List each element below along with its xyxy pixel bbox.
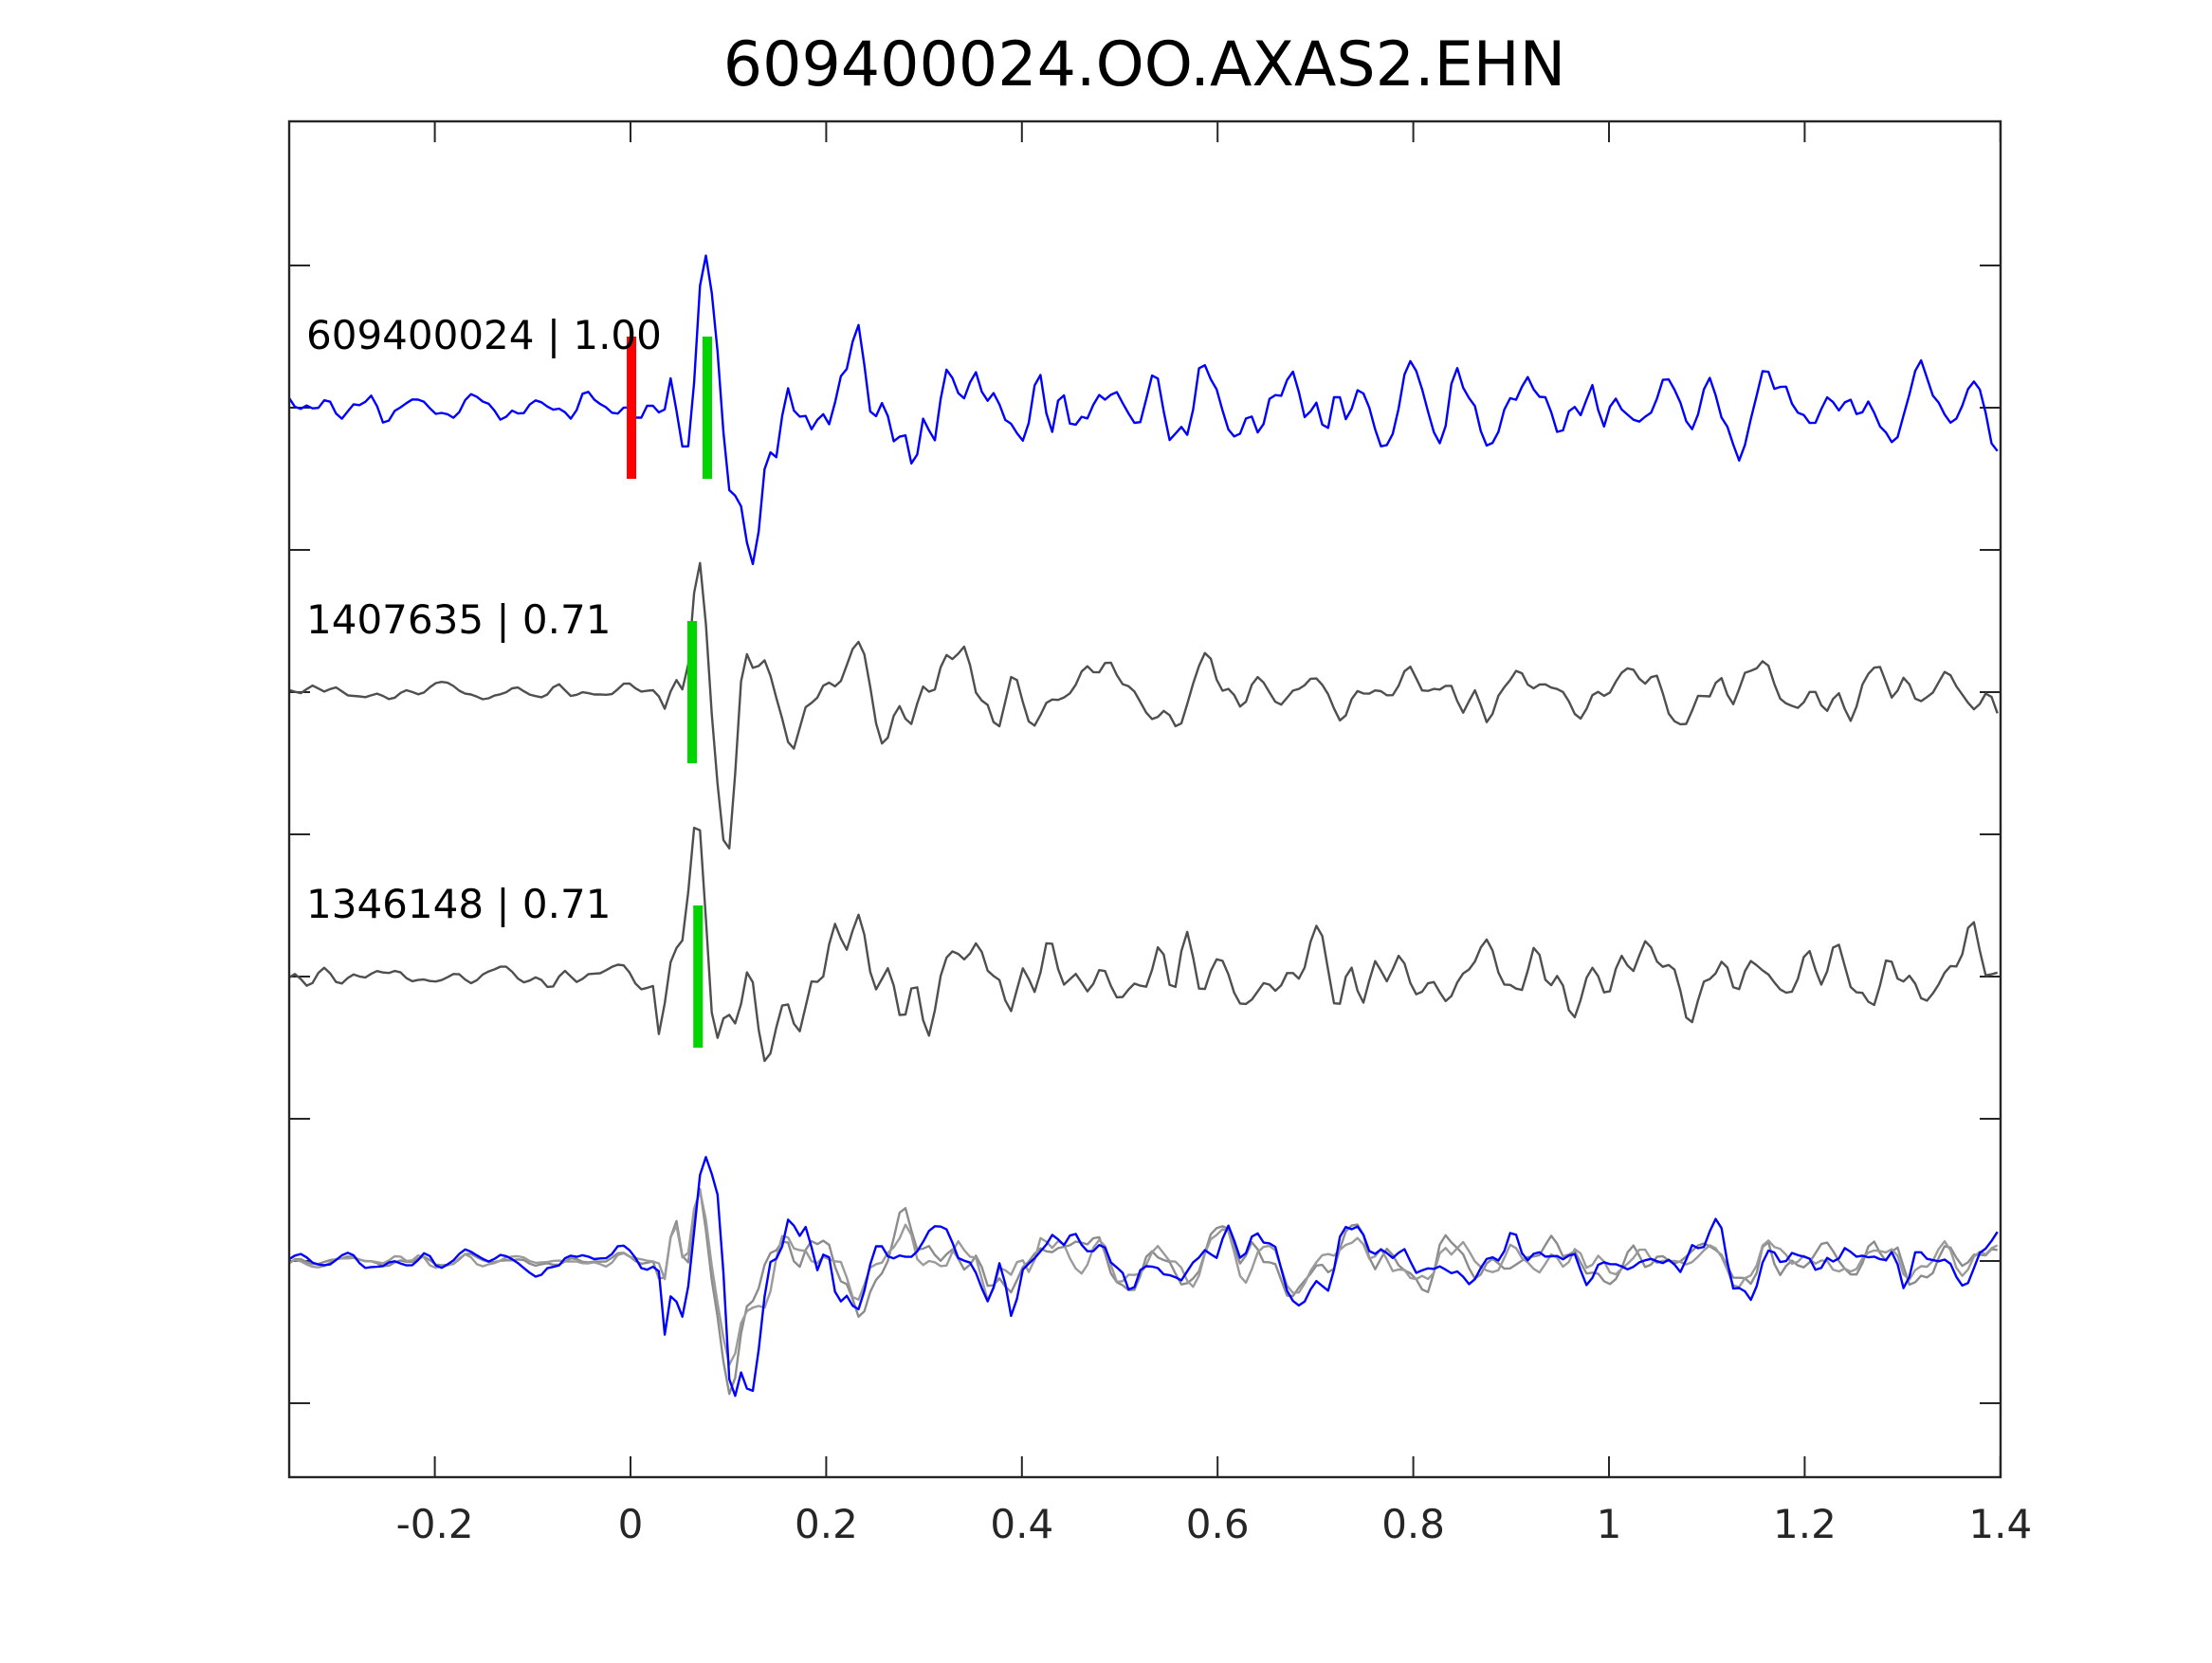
x-tick-label: 1	[1597, 1501, 1622, 1547]
waveform-trace-1407635	[289, 561, 1999, 850]
figure-title: 609400024.OO.AXAS2.EHN	[723, 29, 1566, 101]
x-tick-labels: -0.2 0 0.2 0.4 0.6 0.8 1 1.2 1.4	[396, 1501, 2033, 1547]
x-tick-label: 0.6	[1186, 1501, 1250, 1547]
waveform-trace-overlay-1407635	[289, 1188, 1998, 1396]
trace-label-609400024: 609400024 | 1.00	[306, 312, 662, 358]
x-tick-label: -0.2	[396, 1501, 474, 1547]
trace-labels: 609400024 | 1.00 1407635 | 0.71 1346148 | …	[306, 312, 662, 927]
waveform-trace-overlay-609400024	[289, 1156, 1999, 1398]
waveform-trace-1346148	[289, 826, 1999, 1063]
x-tick-label: 0.2	[795, 1501, 858, 1547]
x-tick-label: 0.8	[1381, 1501, 1445, 1547]
trace-label-1407635: 1407635 | 0.71	[306, 596, 611, 643]
x-tick-label: 0	[618, 1501, 644, 1547]
pick-markers	[627, 337, 713, 1048]
plot-border	[287, 119, 2002, 1479]
x-tick-label: 1.2	[1773, 1501, 1837, 1547]
x-tick-label: 1.4	[1968, 1501, 2032, 1547]
x-tick-label: 0.4	[990, 1501, 1053, 1547]
trace-label-1346148: 1346148 | 0.71	[306, 881, 611, 927]
waveform-trace-609400024	[289, 254, 1999, 566]
waveform-traces	[289, 254, 1999, 1398]
